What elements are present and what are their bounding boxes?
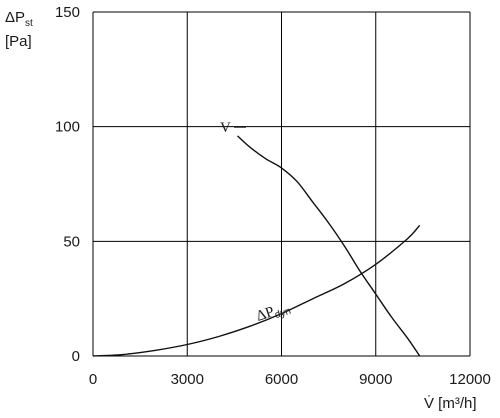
- x-axis-label: V̇ [m³/h]: [424, 395, 477, 412]
- series-label-v: V: [220, 120, 231, 136]
- series-label-dp-dyn-sub: dyn: [274, 306, 293, 321]
- y-axis-label: ΔPst: [5, 9, 33, 29]
- series-line-v: [237, 135, 421, 357]
- curves: [92, 126, 421, 357]
- series-label-dp-dyn: ΔPdyn: [254, 299, 292, 327]
- tick-labels: 0 3000 6000 9000 12000 0 50 100 150: [55, 4, 491, 388]
- x-tick-label: 12000: [449, 371, 491, 388]
- y-tick-label: 100: [55, 119, 80, 136]
- grid: [92, 11, 471, 357]
- x-tick-label: 0: [89, 371, 97, 388]
- series-line-dp-dyn: [92, 224, 421, 357]
- x-tick-label: 6000: [265, 371, 298, 388]
- y-axis-unit: [Pa]: [5, 33, 32, 50]
- series-label-dp-dyn-main: ΔP: [254, 304, 276, 325]
- y-tick-label: 150: [55, 4, 80, 21]
- y-axis-label-main: ΔP: [5, 9, 25, 26]
- x-tick-label: 9000: [359, 371, 392, 388]
- y-tick-label: 0: [72, 348, 80, 365]
- y-tick-label: 50: [63, 233, 80, 250]
- x-tick-label: 3000: [171, 371, 204, 388]
- y-axis-label-sub: st: [25, 18, 33, 29]
